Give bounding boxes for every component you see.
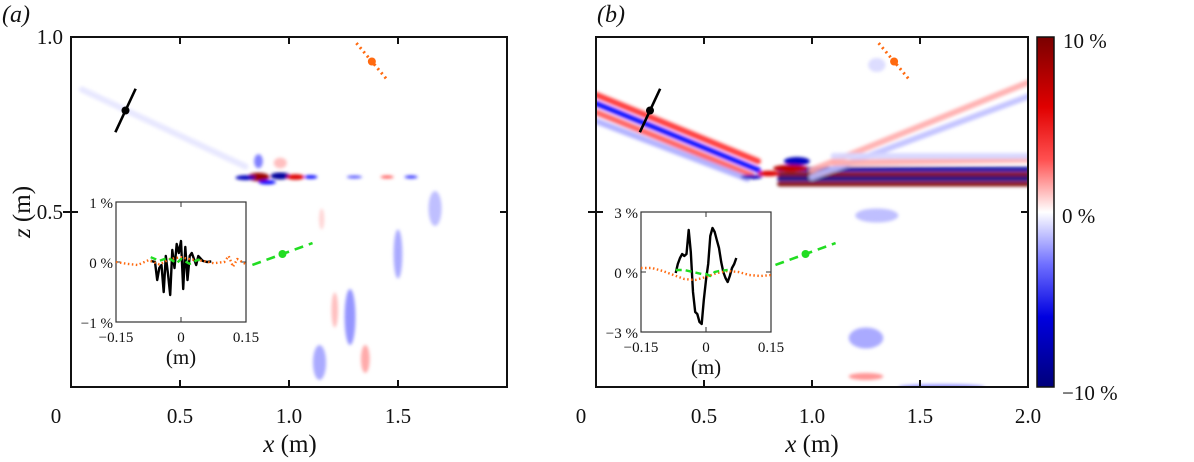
heatmap-band bbox=[596, 109, 755, 179]
inset-x-tick-label: 0 bbox=[702, 340, 710, 356]
inset-y-tick-label: 1 % bbox=[89, 196, 113, 212]
panel-b: (b) 0 0.5 1.0 1.5 2.0 x (m) −0.15 0 0.15 3 % 0 %… bbox=[576, 2, 1041, 458]
y-tick-label: 1.0 bbox=[37, 25, 63, 49]
heatmap-blob bbox=[235, 175, 256, 181]
heatmap-field bbox=[78, 86, 442, 380]
inset-series-line bbox=[674, 226, 738, 326]
inset-profile-plot: −0.15 0 0.15 1 % 0 % −1 % (m) bbox=[81, 196, 259, 369]
heatmap-blob bbox=[393, 229, 403, 279]
heatmap-blob bbox=[312, 345, 327, 380]
probe-line-orange bbox=[355, 42, 389, 81]
x-tick-label: 0.5 bbox=[167, 404, 193, 428]
x-axis-label: x (m) bbox=[262, 431, 316, 458]
x-tick-label: 1.5 bbox=[907, 404, 933, 428]
probe-point-green bbox=[278, 250, 287, 258]
heatmap-layer bbox=[596, 58, 1028, 387]
inset-x-tick-label: 0.15 bbox=[233, 330, 259, 346]
inset-x-tick-label: 0.15 bbox=[758, 340, 784, 356]
inset-x-axis-label: (m) bbox=[166, 345, 196, 369]
inset-x-tick-label: 0 bbox=[177, 330, 185, 346]
probe-point-orange bbox=[890, 57, 899, 66]
x-tick-label: 1.0 bbox=[276, 404, 302, 428]
x-tick-label: 0.5 bbox=[691, 404, 717, 428]
x-axis-label: x (m) bbox=[784, 431, 838, 458]
heatmap-band bbox=[830, 156, 1028, 166]
inset-y-tick-label: −1 % bbox=[81, 316, 113, 332]
heatmap-blob bbox=[758, 170, 780, 177]
inset-y-tick-label: 0 % bbox=[89, 256, 113, 272]
panel-label: (a) bbox=[2, 2, 30, 28]
probe-markers bbox=[638, 42, 911, 267]
inset-x-tick-label: −0.15 bbox=[99, 330, 134, 346]
colorbar: 10 % 0 % −10 % bbox=[1036, 29, 1118, 405]
probe-line-orange bbox=[877, 42, 911, 81]
heatmap-blob bbox=[254, 154, 263, 169]
heatmap-blob bbox=[380, 175, 394, 179]
x-tick-label: 2.0 bbox=[1015, 404, 1041, 428]
colorbar-gradient bbox=[1036, 36, 1055, 388]
heatmap-blob bbox=[331, 292, 339, 328]
colorbar-tick-min: −10 % bbox=[1062, 381, 1118, 405]
y-tick-label: 0.5 bbox=[37, 200, 63, 224]
heatmap-blob bbox=[848, 373, 884, 380]
heatmap-blob bbox=[428, 191, 442, 226]
inset-series-line bbox=[150, 256, 204, 265]
inset-series-line bbox=[675, 268, 728, 278]
probe-point-black bbox=[121, 106, 130, 115]
y-axis-label: z (m) bbox=[9, 186, 36, 239]
probe-point-orange bbox=[367, 57, 376, 66]
heatmap-blob bbox=[848, 327, 884, 349]
x-tick-label: 0 bbox=[576, 404, 587, 428]
axis-ticks: 0 0.5 1.0 1.5 2.0 bbox=[576, 37, 1041, 428]
x-tick-label: 1.5 bbox=[385, 404, 411, 428]
heatmap-blob bbox=[273, 157, 287, 169]
heatmap-blob bbox=[783, 157, 810, 166]
heatmap-blob bbox=[360, 345, 370, 373]
heatmap-blob bbox=[304, 175, 318, 179]
inset-profile-plot: −0.15 0 0.15 3 % 0 % −3 % (m) bbox=[606, 206, 784, 379]
heatmap-blob bbox=[773, 164, 808, 172]
heatmap-blob bbox=[319, 208, 325, 230]
heatmap-band bbox=[596, 100, 761, 173]
probe-markers bbox=[114, 42, 389, 267]
x-tick-label: 1.0 bbox=[799, 404, 825, 428]
heatmap-blob bbox=[286, 174, 305, 180]
inset-y-tick-label: −3 % bbox=[606, 326, 638, 342]
heatmap-blob bbox=[346, 175, 363, 179]
heatmap-blob bbox=[270, 172, 291, 180]
inset-y-tick-label: 0 % bbox=[614, 266, 638, 282]
inset-x-axis-label: (m) bbox=[691, 355, 721, 379]
x-tick-label: 0 bbox=[51, 404, 62, 428]
colorbar-tick-max: 10 % bbox=[1063, 29, 1107, 53]
heatmap-blob bbox=[868, 58, 886, 72]
heatmap-blob bbox=[855, 208, 899, 223]
heatmap-blob bbox=[344, 289, 356, 345]
probe-point-green bbox=[801, 250, 810, 258]
colorbar-tick-zero: 0 % bbox=[1062, 204, 1095, 228]
axis-ticks: 0 0.5 1.0 1.5 1.0 0.5 bbox=[37, 25, 507, 428]
heatmap-blob bbox=[740, 174, 763, 180]
heatmap-band bbox=[596, 118, 751, 182]
inset-x-tick-label: −0.15 bbox=[624, 340, 659, 356]
heatmap-field bbox=[596, 58, 1028, 387]
heatmap-band bbox=[78, 86, 249, 170]
panel-a: (a) 0 0.5 1.0 1.51.00.5 x (m) z (m) −0.15 0 0… bbox=[2, 2, 508, 458]
inset-series-line bbox=[150, 239, 212, 297]
inset-y-tick-label: 3 % bbox=[614, 206, 638, 222]
heatmap-band bbox=[596, 91, 761, 165]
panel-label: (b) bbox=[597, 2, 625, 28]
heatmap-layer bbox=[78, 86, 442, 380]
probe-point-black bbox=[646, 106, 654, 115]
heatmap-blob bbox=[404, 175, 418, 179]
heatmap-blob bbox=[258, 180, 276, 185]
